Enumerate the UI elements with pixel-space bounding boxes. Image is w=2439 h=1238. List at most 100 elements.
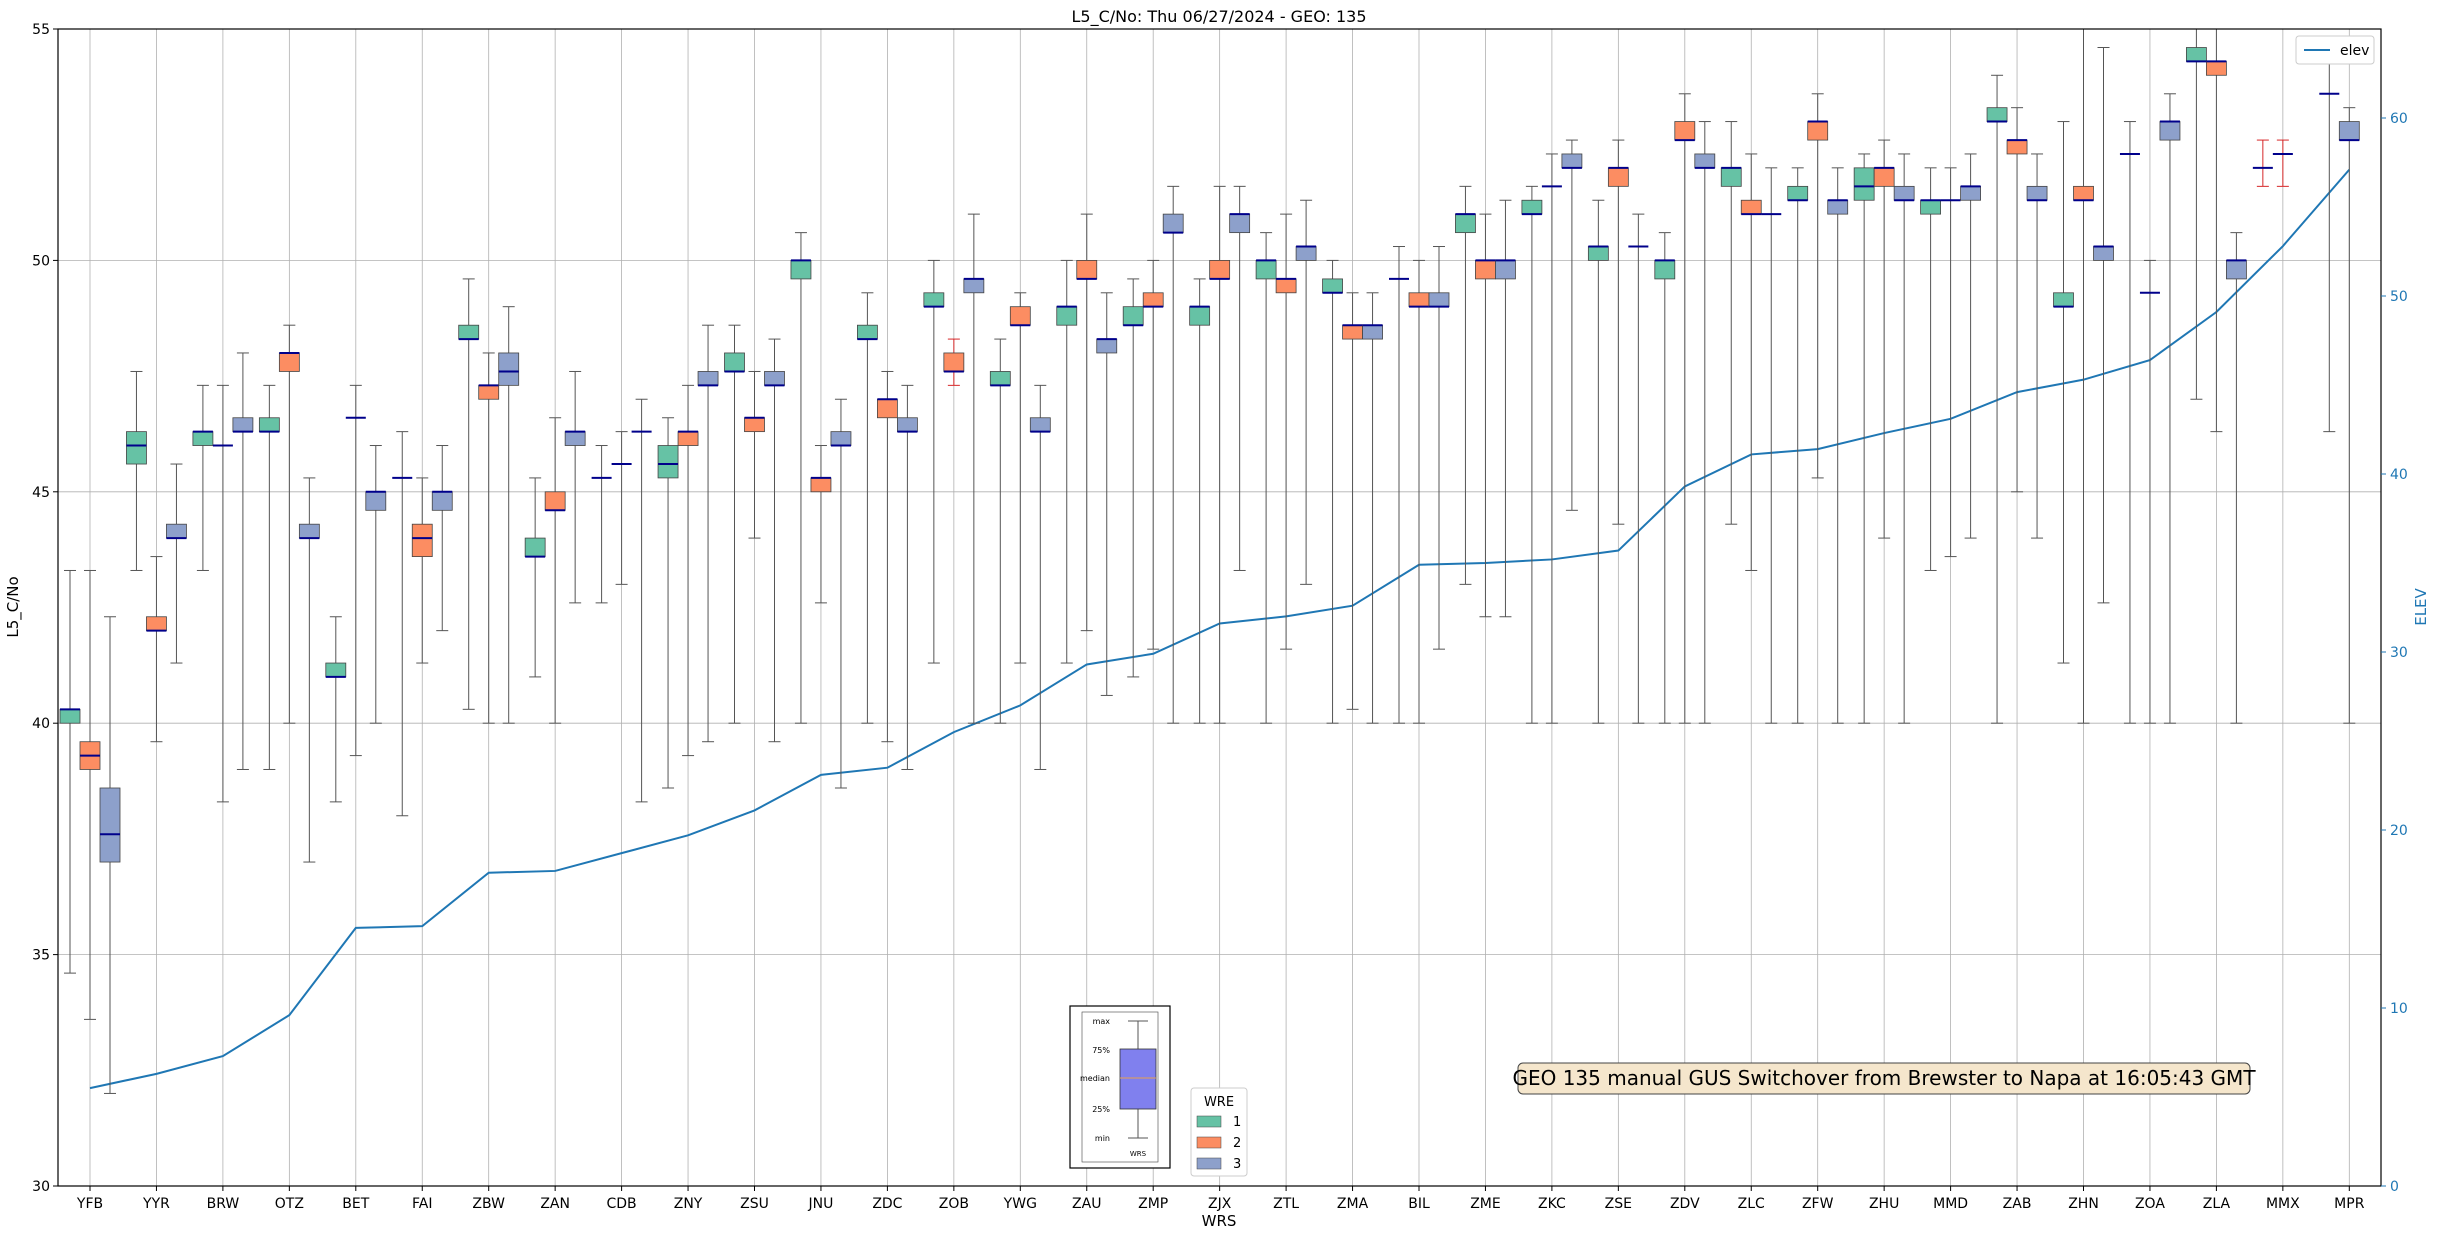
box [458, 324, 480, 340]
x-tick-label: FAI [412, 1196, 432, 1212]
key-label-q1: 25% [1092, 1105, 1110, 1114]
box [1029, 417, 1051, 433]
x-tick-label: YYR [142, 1196, 170, 1212]
box [2159, 121, 2181, 141]
box [544, 491, 566, 511]
box [1275, 278, 1297, 294]
box [1873, 167, 1895, 187]
box [1428, 292, 1450, 308]
box [2053, 292, 2074, 308]
box [790, 259, 812, 280]
box [1893, 185, 1915, 201]
x-tick-label: ZHU [1869, 1196, 1899, 1212]
box [1096, 338, 1118, 354]
box [146, 616, 167, 632]
wre-legend: WRE 1 2 3 [1190, 1087, 1248, 1177]
box [1455, 213, 1476, 234]
wre-legend-frame [1190, 1087, 1248, 1177]
x-tick-label: ZFW [1802, 1196, 1834, 1212]
box [498, 352, 520, 386]
box [1122, 306, 1144, 326]
x-tick-label: BET [342, 1196, 369, 1212]
box [59, 708, 81, 724]
y-axis-ticks: 30 35 40 45 50 55 [32, 22, 58, 1195]
wre-legend-swatch-3 [1196, 1157, 1222, 1170]
wre-legend-label-1: 1 [1233, 1115, 1241, 1130]
box [1408, 292, 1430, 308]
box [1142, 292, 1164, 308]
box [2205, 60, 2227, 76]
wre-legend-label-2: 2 [1233, 1136, 1241, 1151]
x-tick-label: ZAB [2003, 1196, 2032, 1212]
x-tick-label: ZBW [472, 1196, 505, 1212]
chart-title: L5_C/No: Thu 06/27/2024 - GEO: 135 [1071, 7, 1366, 27]
x-tick-label: ZME [1470, 1196, 1501, 1212]
box [232, 417, 254, 433]
box [1495, 259, 1516, 280]
box [2185, 47, 2207, 62]
wre-legend-label-3: 3 [1233, 1157, 1241, 1172]
wre-legend-swatch-1 [1196, 1115, 1222, 1128]
x-tick-label: CDB [607, 1196, 637, 1212]
box [1475, 259, 1496, 280]
box [1740, 199, 1762, 215]
box [1853, 167, 1875, 201]
x-tick-label: ZTL [1273, 1196, 1299, 1212]
y2-tick-label: 40 [2390, 467, 2408, 483]
y-tick-label: 40 [32, 716, 50, 732]
x-axis-ticks: YFB YYR BRW OTZ BET FAI ZBW ZAN CDB ZNY ZSU JNU ZDC Z… [76, 1186, 2365, 1212]
box [923, 292, 945, 308]
x-tick-label: ZSE [1605, 1196, 1632, 1212]
box [1674, 121, 1696, 141]
box [677, 431, 699, 446]
wre-legend-title: WRE [1204, 1095, 1234, 1110]
y2-tick-label: 10 [2390, 1001, 2408, 1017]
box [524, 537, 546, 557]
box [1009, 306, 1031, 326]
x-tick-label: OTZ [275, 1196, 304, 1212]
boxplot-key: max 75% median 25% min WRS [1069, 1005, 1171, 1169]
box [764, 371, 785, 386]
box [724, 352, 745, 372]
box [1362, 324, 1383, 340]
x-tick-label: YWG [1003, 1196, 1037, 1212]
x-tick-label: ZOA [2135, 1196, 2165, 1212]
box [744, 417, 765, 433]
annotation-text: GEO 135 manual GUS Switchover from Brews… [1512, 1066, 2256, 1090]
box [1342, 324, 1363, 340]
x-tick-label: ZLA [2203, 1196, 2231, 1212]
box [478, 384, 500, 400]
y-axis-label: L5_C/No [4, 576, 23, 637]
box [278, 352, 300, 372]
box [1807, 121, 1829, 141]
box [1827, 199, 1849, 215]
box [1056, 306, 1078, 326]
wre-legend-swatch-2 [1196, 1136, 1222, 1149]
x-tick-label: ZSU [740, 1196, 769, 1212]
y-tick-label: 30 [32, 1179, 50, 1195]
box [126, 431, 147, 465]
box-plots [59, 28, 2360, 1094]
box [989, 371, 1011, 386]
box [1787, 185, 1809, 201]
key-label-median: median [1080, 1074, 1110, 1083]
x-tick-label: ZHN [2068, 1196, 2099, 1212]
box [897, 417, 918, 433]
annotation-box [1517, 1062, 2251, 1095]
box [1561, 153, 1583, 169]
x-tick-label: ZLC [1738, 1196, 1765, 1212]
elev-legend-label: elev [2340, 43, 2369, 59]
x-tick-label: ZAU [1072, 1196, 1101, 1212]
box [1920, 199, 1941, 215]
x-tick-label: ZOB [939, 1196, 969, 1212]
box [2026, 185, 2048, 201]
elev-legend-frame [2295, 35, 2375, 65]
x-tick-label: YFB [76, 1196, 103, 1212]
box [2073, 185, 2094, 201]
box [99, 787, 121, 863]
box [1720, 167, 1742, 187]
box [166, 523, 187, 539]
y2-tick-label: 50 [2390, 289, 2408, 305]
box [963, 278, 985, 294]
